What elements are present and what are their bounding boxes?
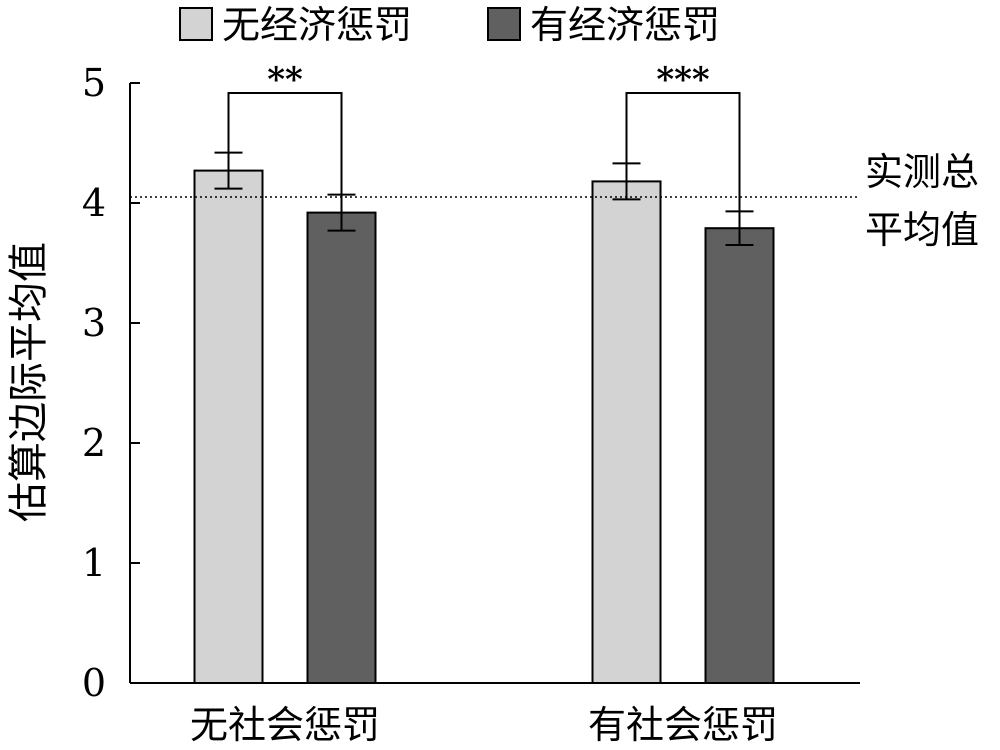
axes: 0 1 2 3 4 5: [82, 61, 860, 705]
significance-bracket: [625, 92, 741, 212]
legend-label: 有经济惩罚: [530, 3, 720, 47]
significance-brackets: ** ***: [227, 60, 741, 212]
significance-bracket: [227, 92, 343, 195]
significance-label: **: [267, 60, 303, 100]
bar: [704, 227, 775, 684]
error-bars: [214, 151, 754, 246]
y-tick-label: 2: [82, 421, 106, 465]
x-axis-labels: 无社会惩罚 有社会惩罚: [190, 703, 778, 747]
x-category-label: 无社会惩罚: [190, 703, 380, 747]
reference-label-line-1: 实测总: [865, 150, 979, 194]
y-tick-label: 0: [82, 661, 106, 705]
bar: [193, 169, 264, 685]
y-tick-label: 4: [82, 181, 106, 225]
y-tick-label: 3: [82, 301, 106, 345]
y-tick-label: 1: [82, 541, 106, 585]
legend-swatch: [487, 7, 521, 41]
bars: [193, 169, 775, 685]
legend-swatch: [179, 7, 213, 41]
legend-label: 无经济惩罚: [222, 3, 412, 47]
x-category-label: 有社会惩罚: [588, 703, 778, 747]
legend: 无经济惩罚 有经济惩罚: [179, 3, 720, 47]
reference-label-line-2: 平均值: [865, 208, 979, 252]
bar: [306, 211, 377, 684]
significance-label: ***: [656, 60, 710, 100]
bar: [591, 180, 662, 684]
y-axis-label: 估算边际平均值: [6, 242, 52, 522]
y-tick-label: 5: [82, 61, 106, 105]
